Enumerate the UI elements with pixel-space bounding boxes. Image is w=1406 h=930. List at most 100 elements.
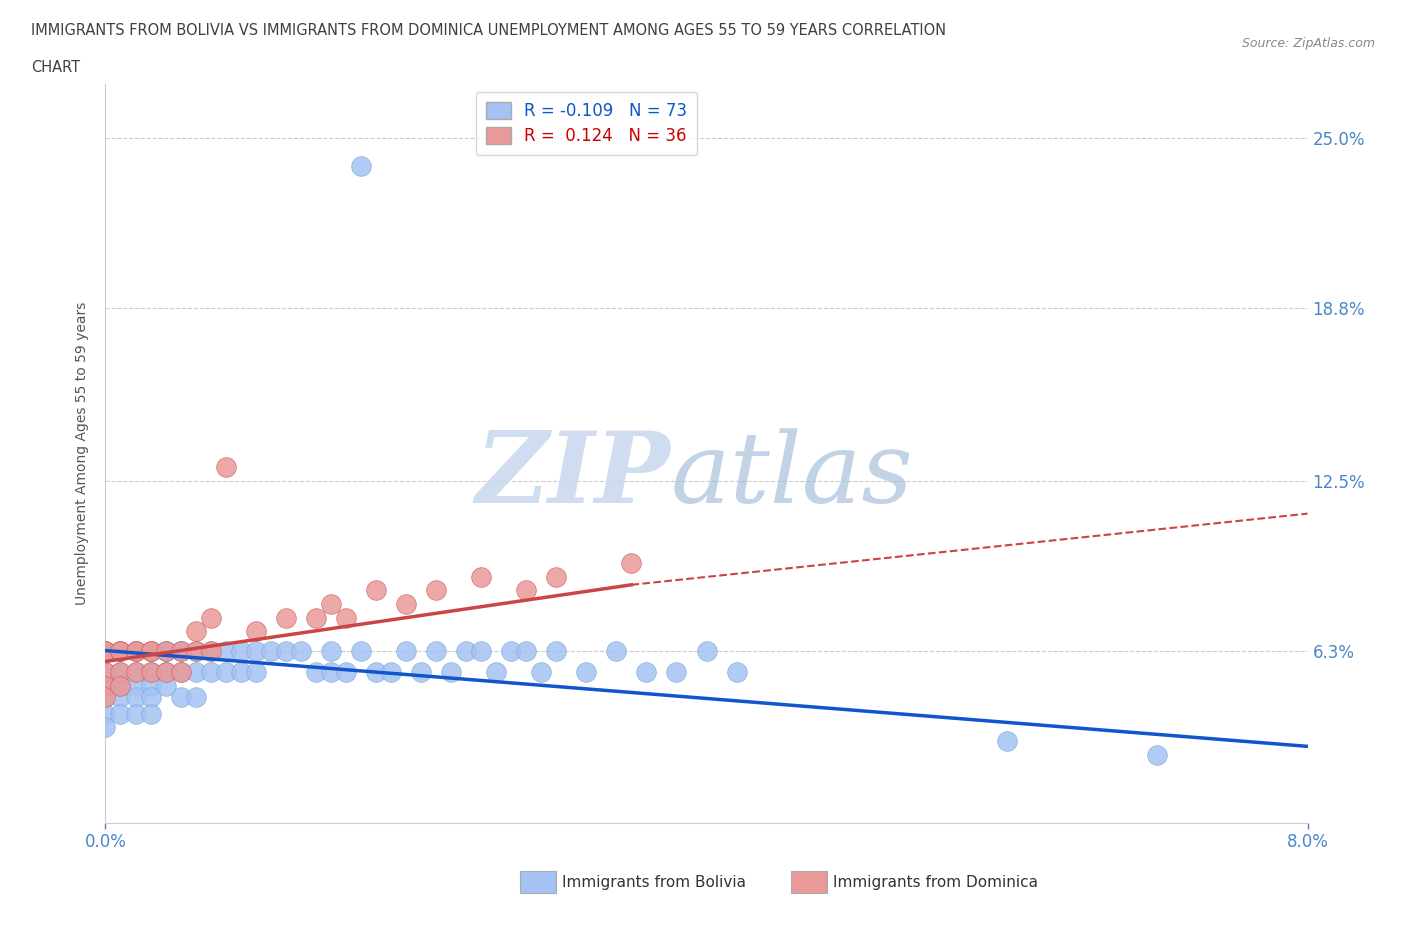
Point bbox=[139, 644, 162, 658]
Point bbox=[124, 665, 146, 680]
Point bbox=[470, 644, 492, 658]
Point bbox=[139, 644, 162, 658]
Point bbox=[94, 644, 117, 658]
Point bbox=[94, 644, 117, 658]
Point bbox=[110, 665, 132, 680]
Point bbox=[665, 665, 688, 680]
Point bbox=[155, 665, 177, 680]
Point bbox=[184, 624, 207, 639]
Point bbox=[575, 665, 598, 680]
Point bbox=[169, 644, 191, 658]
Point bbox=[124, 644, 146, 658]
Point bbox=[214, 459, 236, 474]
Point bbox=[245, 644, 267, 658]
Point bbox=[395, 644, 418, 658]
Point bbox=[184, 644, 207, 658]
Point bbox=[110, 644, 132, 658]
Point bbox=[319, 596, 342, 611]
Point bbox=[364, 665, 387, 680]
Point bbox=[184, 665, 207, 680]
Point bbox=[200, 644, 222, 658]
Point bbox=[380, 665, 402, 680]
Point bbox=[94, 665, 117, 680]
Point bbox=[605, 644, 627, 658]
Point bbox=[696, 644, 718, 658]
Point bbox=[995, 734, 1018, 749]
Point bbox=[94, 679, 117, 694]
Point bbox=[425, 644, 447, 658]
Point bbox=[169, 690, 191, 705]
Point bbox=[501, 644, 523, 658]
Point bbox=[530, 665, 553, 680]
Point bbox=[94, 720, 117, 735]
Point bbox=[335, 610, 357, 625]
Point bbox=[214, 665, 236, 680]
Text: Immigrants from Dominica: Immigrants from Dominica bbox=[832, 875, 1038, 890]
Point bbox=[454, 644, 477, 658]
Point bbox=[139, 679, 162, 694]
Point bbox=[124, 665, 146, 680]
Point bbox=[409, 665, 432, 680]
Text: ZIP: ZIP bbox=[475, 427, 671, 524]
Point bbox=[94, 679, 117, 694]
Point bbox=[155, 644, 177, 658]
Point bbox=[305, 665, 328, 680]
Point bbox=[124, 644, 146, 658]
Point bbox=[110, 644, 132, 658]
Point bbox=[155, 644, 177, 658]
Point bbox=[260, 644, 283, 658]
Point bbox=[1146, 747, 1168, 762]
Point bbox=[546, 644, 568, 658]
Point bbox=[200, 610, 222, 625]
Point bbox=[139, 665, 162, 680]
Point bbox=[124, 706, 146, 721]
Point bbox=[229, 665, 252, 680]
Point bbox=[169, 644, 191, 658]
Point bbox=[620, 555, 643, 570]
Legend: R = -0.109   N = 73, R =  0.124   N = 36: R = -0.109 N = 73, R = 0.124 N = 36 bbox=[475, 92, 697, 155]
Point bbox=[139, 665, 162, 680]
Point bbox=[155, 679, 177, 694]
Point bbox=[319, 644, 342, 658]
Point bbox=[124, 644, 146, 658]
Point bbox=[229, 644, 252, 658]
Point bbox=[110, 644, 132, 658]
Point bbox=[169, 644, 191, 658]
Point bbox=[94, 690, 117, 705]
Point bbox=[515, 644, 537, 658]
Point bbox=[546, 569, 568, 584]
Point bbox=[335, 665, 357, 680]
Point bbox=[110, 690, 132, 705]
Point bbox=[245, 665, 267, 680]
Point bbox=[200, 665, 222, 680]
Text: Immigrants from Bolivia: Immigrants from Bolivia bbox=[562, 875, 747, 890]
Point bbox=[440, 665, 463, 680]
Point bbox=[470, 569, 492, 584]
Point bbox=[184, 644, 207, 658]
Point bbox=[350, 644, 373, 658]
Point bbox=[139, 644, 162, 658]
Point bbox=[274, 610, 297, 625]
Text: atlas: atlas bbox=[671, 428, 914, 524]
Point bbox=[94, 665, 117, 680]
Point bbox=[290, 644, 312, 658]
Point bbox=[274, 644, 297, 658]
Point bbox=[139, 644, 162, 658]
Point bbox=[305, 610, 328, 625]
Point bbox=[425, 583, 447, 598]
Point bbox=[155, 665, 177, 680]
Point bbox=[139, 706, 162, 721]
Point bbox=[725, 665, 748, 680]
Point bbox=[636, 665, 658, 680]
Text: IMMIGRANTS FROM BOLIVIA VS IMMIGRANTS FROM DOMINICA UNEMPLOYMENT AMONG AGES 55 T: IMMIGRANTS FROM BOLIVIA VS IMMIGRANTS FR… bbox=[31, 23, 946, 38]
Point bbox=[350, 158, 373, 173]
Point bbox=[110, 706, 132, 721]
Point bbox=[124, 679, 146, 694]
Point bbox=[184, 690, 207, 705]
Point bbox=[515, 583, 537, 598]
Text: Source: ZipAtlas.com: Source: ZipAtlas.com bbox=[1241, 37, 1375, 50]
Point bbox=[94, 690, 117, 705]
Point bbox=[214, 644, 236, 658]
Point bbox=[94, 644, 117, 658]
Point bbox=[94, 706, 117, 721]
